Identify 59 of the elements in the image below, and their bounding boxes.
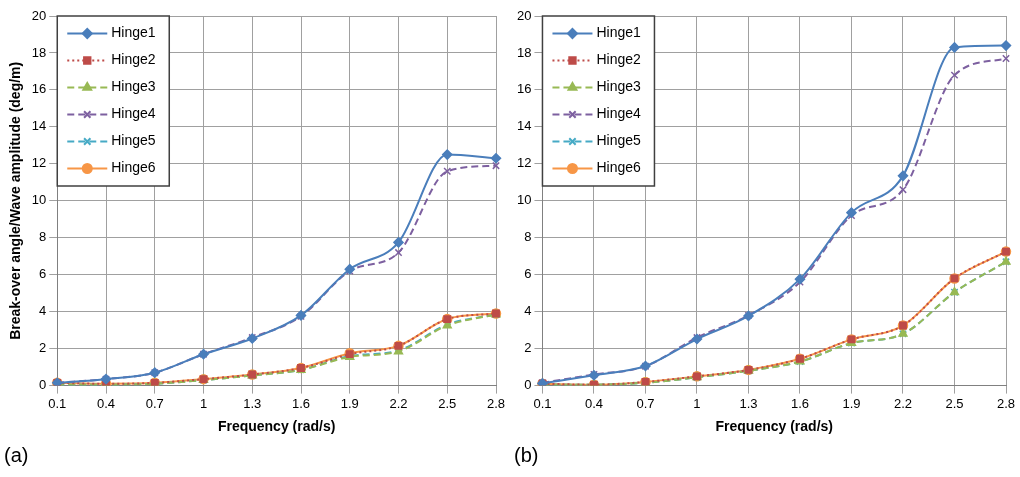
legend-label: Hinge6 xyxy=(111,159,156,176)
y-axis-title: Break-over angle/Wave amplitude (deg/m) xyxy=(7,61,24,340)
x-tick-label: 2.5 xyxy=(945,395,964,411)
x-tick-label: 1.9 xyxy=(842,395,861,411)
x-tick-label: 0.7 xyxy=(636,395,655,411)
y-tick-label: 16 xyxy=(516,81,532,97)
y-tick-label: 18 xyxy=(516,44,532,60)
x-tick-label: 2.5 xyxy=(438,395,457,411)
legend-label: Hinge3 xyxy=(111,78,156,95)
x-tick-label: 0.4 xyxy=(584,395,603,411)
x-tick-label: 0.7 xyxy=(145,395,164,411)
text: (a) xyxy=(4,444,29,467)
y-tick-label: 14 xyxy=(516,118,532,134)
x-tick-label: 1.3 xyxy=(243,395,262,411)
x-tick-label: 1 xyxy=(693,395,701,411)
y-tick-label: 16 xyxy=(31,81,47,97)
y-tick-label: 18 xyxy=(31,44,47,60)
legend-label: Hinge4 xyxy=(111,105,156,122)
y-tick-label: 4 xyxy=(524,303,532,319)
x-tick-label: 2.8 xyxy=(486,395,506,411)
y-tick-label: 8 xyxy=(39,229,47,245)
y-tick-label: 2 xyxy=(39,340,47,356)
y-tick-label: 0 xyxy=(39,377,47,393)
legend-label: Hinge1 xyxy=(596,24,642,41)
y-tick-label: 20 xyxy=(31,7,47,23)
x-tick-label: 2.2 xyxy=(893,395,913,411)
x-tick-label: 1.6 xyxy=(790,395,810,411)
legend-label: Hinge2 xyxy=(111,51,156,68)
x-tick-label: 1.6 xyxy=(291,395,311,411)
y-tick-label: 10 xyxy=(31,192,47,208)
y-tick-label: 6 xyxy=(39,266,47,282)
legend-label: Hinge5 xyxy=(111,132,156,149)
y-tick-label: 6 xyxy=(524,266,532,282)
y-tick-label: 12 xyxy=(516,155,532,171)
x-tick-label: 1 xyxy=(199,395,208,411)
x-tick-label: 0.4 xyxy=(96,395,116,411)
y-tick-label: 20 xyxy=(516,7,532,23)
y-tick-label: 14 xyxy=(31,118,47,134)
legend-label: Hinge5 xyxy=(596,132,642,149)
x-tick-label: 2.2 xyxy=(389,395,408,411)
legend-label: Hinge3 xyxy=(596,78,642,95)
y-tick-label: 12 xyxy=(31,155,47,171)
y-tick-label: 4 xyxy=(39,303,47,319)
y-tick-label: 0 xyxy=(524,377,532,393)
y-tick-label: 8 xyxy=(524,229,532,245)
x-axis-title: Frequency (rad/s) xyxy=(217,418,336,435)
x-tick-label: 1.9 xyxy=(340,395,359,411)
legend-label: Hinge2 xyxy=(596,51,642,68)
legend-label: Hinge1 xyxy=(111,24,156,41)
legend-label: Hinge6 xyxy=(596,159,642,176)
x-tick-label: 0.1 xyxy=(533,395,552,411)
x-tick-label: 0.1 xyxy=(48,395,67,411)
text: (b) xyxy=(514,444,539,467)
x-tick-label: 1.3 xyxy=(739,395,758,411)
y-tick-label: 2 xyxy=(524,340,532,356)
x-axis-title: Frequency (rad/s) xyxy=(715,418,833,435)
y-tick-label: 10 xyxy=(516,192,532,208)
x-tick-label: 2.8 xyxy=(996,395,1016,411)
legend-label: Hinge4 xyxy=(596,105,642,122)
